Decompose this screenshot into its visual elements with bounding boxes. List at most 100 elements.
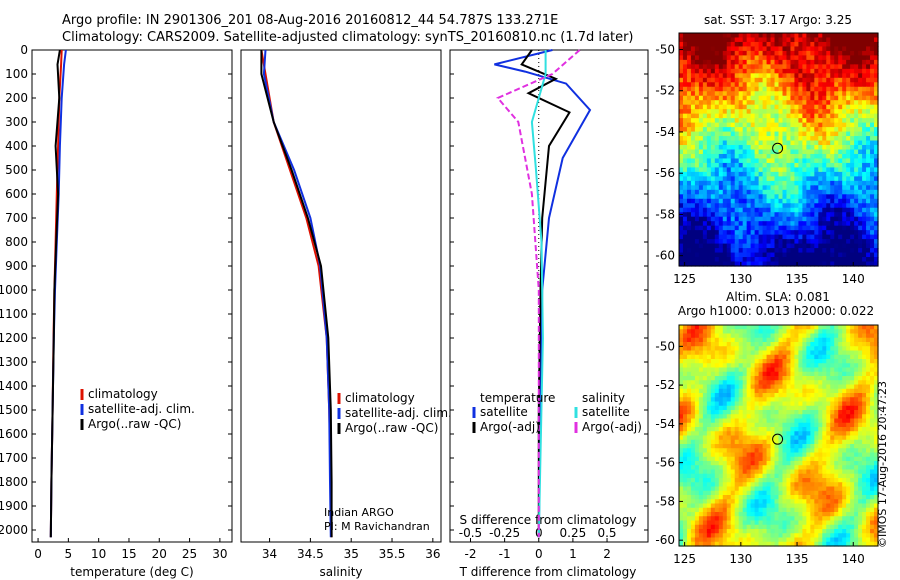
sla-map-cell	[714, 452, 720, 458]
sst-map-cell	[754, 50, 760, 56]
sst-map-cell	[682, 86, 688, 92]
sst-map-cell	[686, 212, 692, 218]
sla-map-cell	[778, 359, 784, 364]
sla-map-cell	[842, 371, 847, 377]
sla-map-cell	[694, 397, 700, 403]
sla-map-cell	[866, 333, 871, 339]
sst-map-cell	[710, 104, 716, 110]
sst-map-cell	[682, 185, 688, 191]
sla-map-cell	[866, 473, 871, 479]
sla-map-cell	[762, 461, 768, 466]
sst-map-cell	[814, 261, 819, 267]
sla-map-cell	[746, 490, 752, 496]
sla-map-cell	[690, 490, 696, 496]
sla-map-cell	[730, 486, 736, 492]
sla-map-cell	[694, 427, 700, 432]
sst-map-frame	[678, 32, 879, 267]
sst-map-cell	[770, 225, 776, 231]
sst-map-cell	[758, 171, 764, 177]
sla-map-cell	[826, 384, 831, 390]
sst-map-cell	[822, 212, 827, 218]
sst-map-cell	[782, 158, 788, 164]
sla-map-cell	[846, 490, 851, 496]
sla-map-cell	[830, 478, 835, 483]
sst-map-cell	[818, 194, 823, 200]
sst-map-cell	[710, 95, 716, 101]
sst-map-cell	[870, 113, 875, 119]
sst-map-cell	[746, 252, 752, 258]
ytick-label: 1000	[0, 283, 28, 297]
sla-map-cell	[738, 401, 744, 407]
sst-map-cell	[846, 113, 851, 119]
sla-map-cell	[702, 499, 708, 505]
sla-map-cell	[746, 456, 752, 462]
sst-map-cell	[790, 243, 796, 249]
sst-map-cell	[826, 261, 831, 267]
sst-map-cell	[722, 176, 728, 182]
sla-map-cell	[722, 393, 728, 398]
sst-map-cell	[694, 55, 700, 61]
sla-map-cell	[866, 393, 871, 398]
sst-map-cell	[798, 158, 803, 164]
sla-map-cell	[762, 499, 768, 505]
sst-map-cell	[714, 100, 720, 106]
sla-map-cell	[686, 342, 692, 347]
sst-map-cell	[838, 171, 843, 177]
sst-map-cell	[738, 212, 744, 218]
sla-map-cell	[782, 350, 788, 356]
sst-map-cell	[770, 95, 776, 101]
sla-map-cell	[778, 354, 784, 360]
sst-map-cell	[842, 239, 847, 245]
sst-map-cell	[762, 212, 768, 218]
sst-map-cell	[679, 257, 684, 263]
sst-map-cell	[794, 207, 799, 213]
sst-map-cell	[742, 162, 748, 169]
sst-map-cell	[774, 82, 780, 88]
sst-map-cell	[850, 118, 855, 124]
sst-map-cell	[806, 225, 811, 231]
sst-map-cell	[734, 225, 740, 231]
sst-map-cell	[750, 198, 756, 204]
sst-map-cell	[874, 109, 879, 115]
sst-map-cell	[722, 68, 728, 74]
sla-map-cell	[870, 367, 875, 373]
sst-map-cell	[854, 230, 859, 236]
sla-map-cell	[742, 346, 748, 352]
sla-map-cell	[722, 333, 728, 339]
sla-map-cell	[866, 397, 871, 403]
sst-map-cell	[710, 248, 716, 254]
sst-map-cell	[866, 145, 871, 151]
sst-map-cell	[850, 82, 855, 88]
sla-map-cell	[738, 354, 744, 360]
sst-map-cell	[830, 82, 835, 88]
sst-map-cell	[794, 33, 799, 39]
sst-map-cell	[714, 162, 720, 169]
sst-map-cell	[838, 82, 843, 88]
sla-map-cell	[750, 384, 756, 390]
sla-map-cell	[778, 503, 784, 509]
sla-map-cell	[766, 431, 772, 437]
sst-map-cell	[842, 185, 847, 191]
sst-map-cell	[834, 100, 839, 106]
sst-map-cell	[750, 189, 756, 195]
sst-map-cell	[722, 158, 728, 164]
sst-map-cell	[794, 136, 799, 142]
sla-map-cell	[782, 325, 788, 330]
sst-map-cell	[810, 140, 815, 146]
sst-map-cell	[734, 194, 740, 200]
sst-map-cell	[810, 189, 815, 195]
sla-map-cell	[750, 495, 756, 500]
sst-map-cell	[846, 252, 851, 258]
sla-map-cell	[826, 376, 831, 381]
sla-map-cell	[838, 367, 843, 373]
sla-map-cell	[874, 363, 879, 369]
sst-map-cell	[750, 212, 756, 218]
sst-map-cell	[682, 248, 688, 254]
sst-map-cell	[794, 180, 799, 186]
sla-map-cell	[746, 469, 752, 475]
sla-map-cell	[722, 401, 728, 407]
sla-map-cell	[702, 405, 708, 411]
sla-map-cell	[766, 376, 772, 381]
sla-map-cell	[774, 363, 780, 369]
sla-map-cell	[762, 393, 768, 398]
